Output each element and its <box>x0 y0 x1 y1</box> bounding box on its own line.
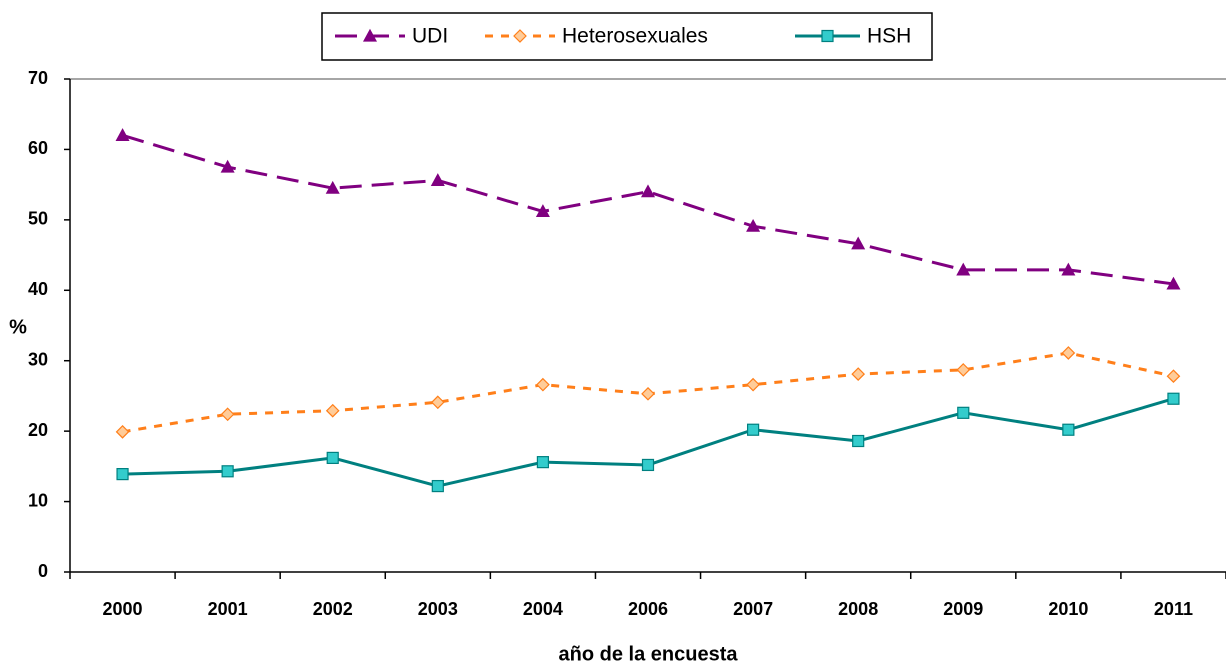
x-tick-label: 2008 <box>838 599 878 619</box>
x-tick-label: 2007 <box>733 599 773 619</box>
marker <box>536 456 550 469</box>
marker <box>640 184 656 198</box>
marker <box>851 236 866 250</box>
marker <box>431 479 444 493</box>
marker <box>326 451 339 465</box>
series-line <box>122 397 1174 488</box>
marker <box>956 363 971 377</box>
x-tick-label: 2006 <box>628 599 668 619</box>
marker <box>513 29 527 43</box>
marker <box>851 367 866 381</box>
legend-label: UDI <box>412 25 448 48</box>
y-tick-label: 0 <box>38 561 48 581</box>
marker <box>220 159 235 173</box>
x-tick-label: 2002 <box>313 599 353 619</box>
marker <box>536 377 550 392</box>
series-line <box>122 133 1174 286</box>
y-tick-label: 60 <box>28 138 48 158</box>
y-tick-label: 20 <box>28 420 48 440</box>
x-tick-label: 2000 <box>103 599 143 619</box>
marker <box>1166 276 1181 290</box>
y-tick-label: 50 <box>28 209 48 229</box>
marker <box>325 403 340 418</box>
y-tick-label: 40 <box>28 279 48 299</box>
y-tick-label: 30 <box>28 349 48 369</box>
marker <box>220 407 235 422</box>
legend-label: HSH <box>867 25 911 48</box>
x-tick-label: 2001 <box>208 599 248 619</box>
marker <box>430 173 445 187</box>
y-axis-title: % <box>9 316 27 338</box>
legend-label: Heterosexuales <box>562 25 708 48</box>
marker <box>325 180 340 194</box>
marker <box>430 395 445 410</box>
marker <box>535 204 550 218</box>
marker <box>116 468 129 481</box>
marker <box>115 424 130 439</box>
marker <box>821 29 834 43</box>
x-tick-label: 2011 <box>1154 599 1193 619</box>
x-tick-label: 2003 <box>418 599 458 619</box>
marker <box>956 262 971 276</box>
y-tick-label: 70 <box>28 68 48 88</box>
marker <box>1166 369 1181 384</box>
marker <box>852 434 865 448</box>
marker <box>115 128 130 141</box>
marker <box>746 377 760 392</box>
x-tick-label: 2010 <box>1048 599 1088 619</box>
marker <box>362 28 378 42</box>
y-tick-label: 10 <box>28 490 48 510</box>
marker <box>1167 392 1180 405</box>
marker <box>746 423 760 436</box>
x-tick-label: 2009 <box>943 599 983 619</box>
marker <box>746 218 761 232</box>
marker <box>221 465 234 478</box>
marker <box>1061 262 1076 276</box>
x-tick-label: 2004 <box>523 599 563 619</box>
x-axis-title: año de la encuesta <box>559 643 739 665</box>
marker <box>1062 423 1075 436</box>
marker <box>957 406 970 419</box>
marker <box>641 458 655 472</box>
marker <box>641 386 655 401</box>
marker <box>1061 346 1076 360</box>
